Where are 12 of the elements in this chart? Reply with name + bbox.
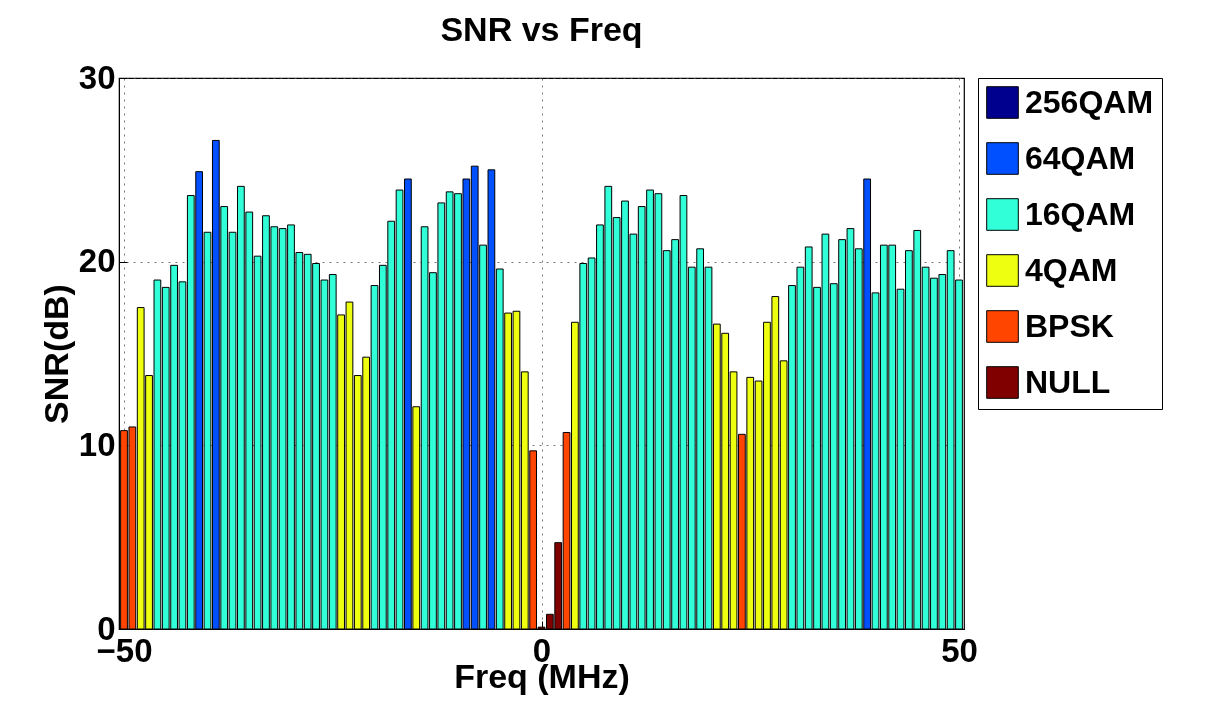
legend-label: 4QAM: [1025, 251, 1118, 288]
x-tick-label: 50: [941, 631, 978, 669]
chart-title: SNR vs Freq: [440, 10, 643, 48]
legend-label: NULL: [1025, 363, 1111, 400]
y-tick-label: 10: [78, 425, 116, 463]
y-tick-label: 20: [78, 242, 116, 280]
legend-label: BPSK: [1025, 307, 1114, 344]
legend-label: 16QAM: [1025, 195, 1136, 232]
legend-label: 64QAM: [1025, 139, 1136, 176]
legend-label: 256QAM: [1025, 83, 1154, 120]
y-tick-label: 30: [78, 58, 116, 96]
y-axis-title: SNR(dB): [36, 284, 75, 424]
